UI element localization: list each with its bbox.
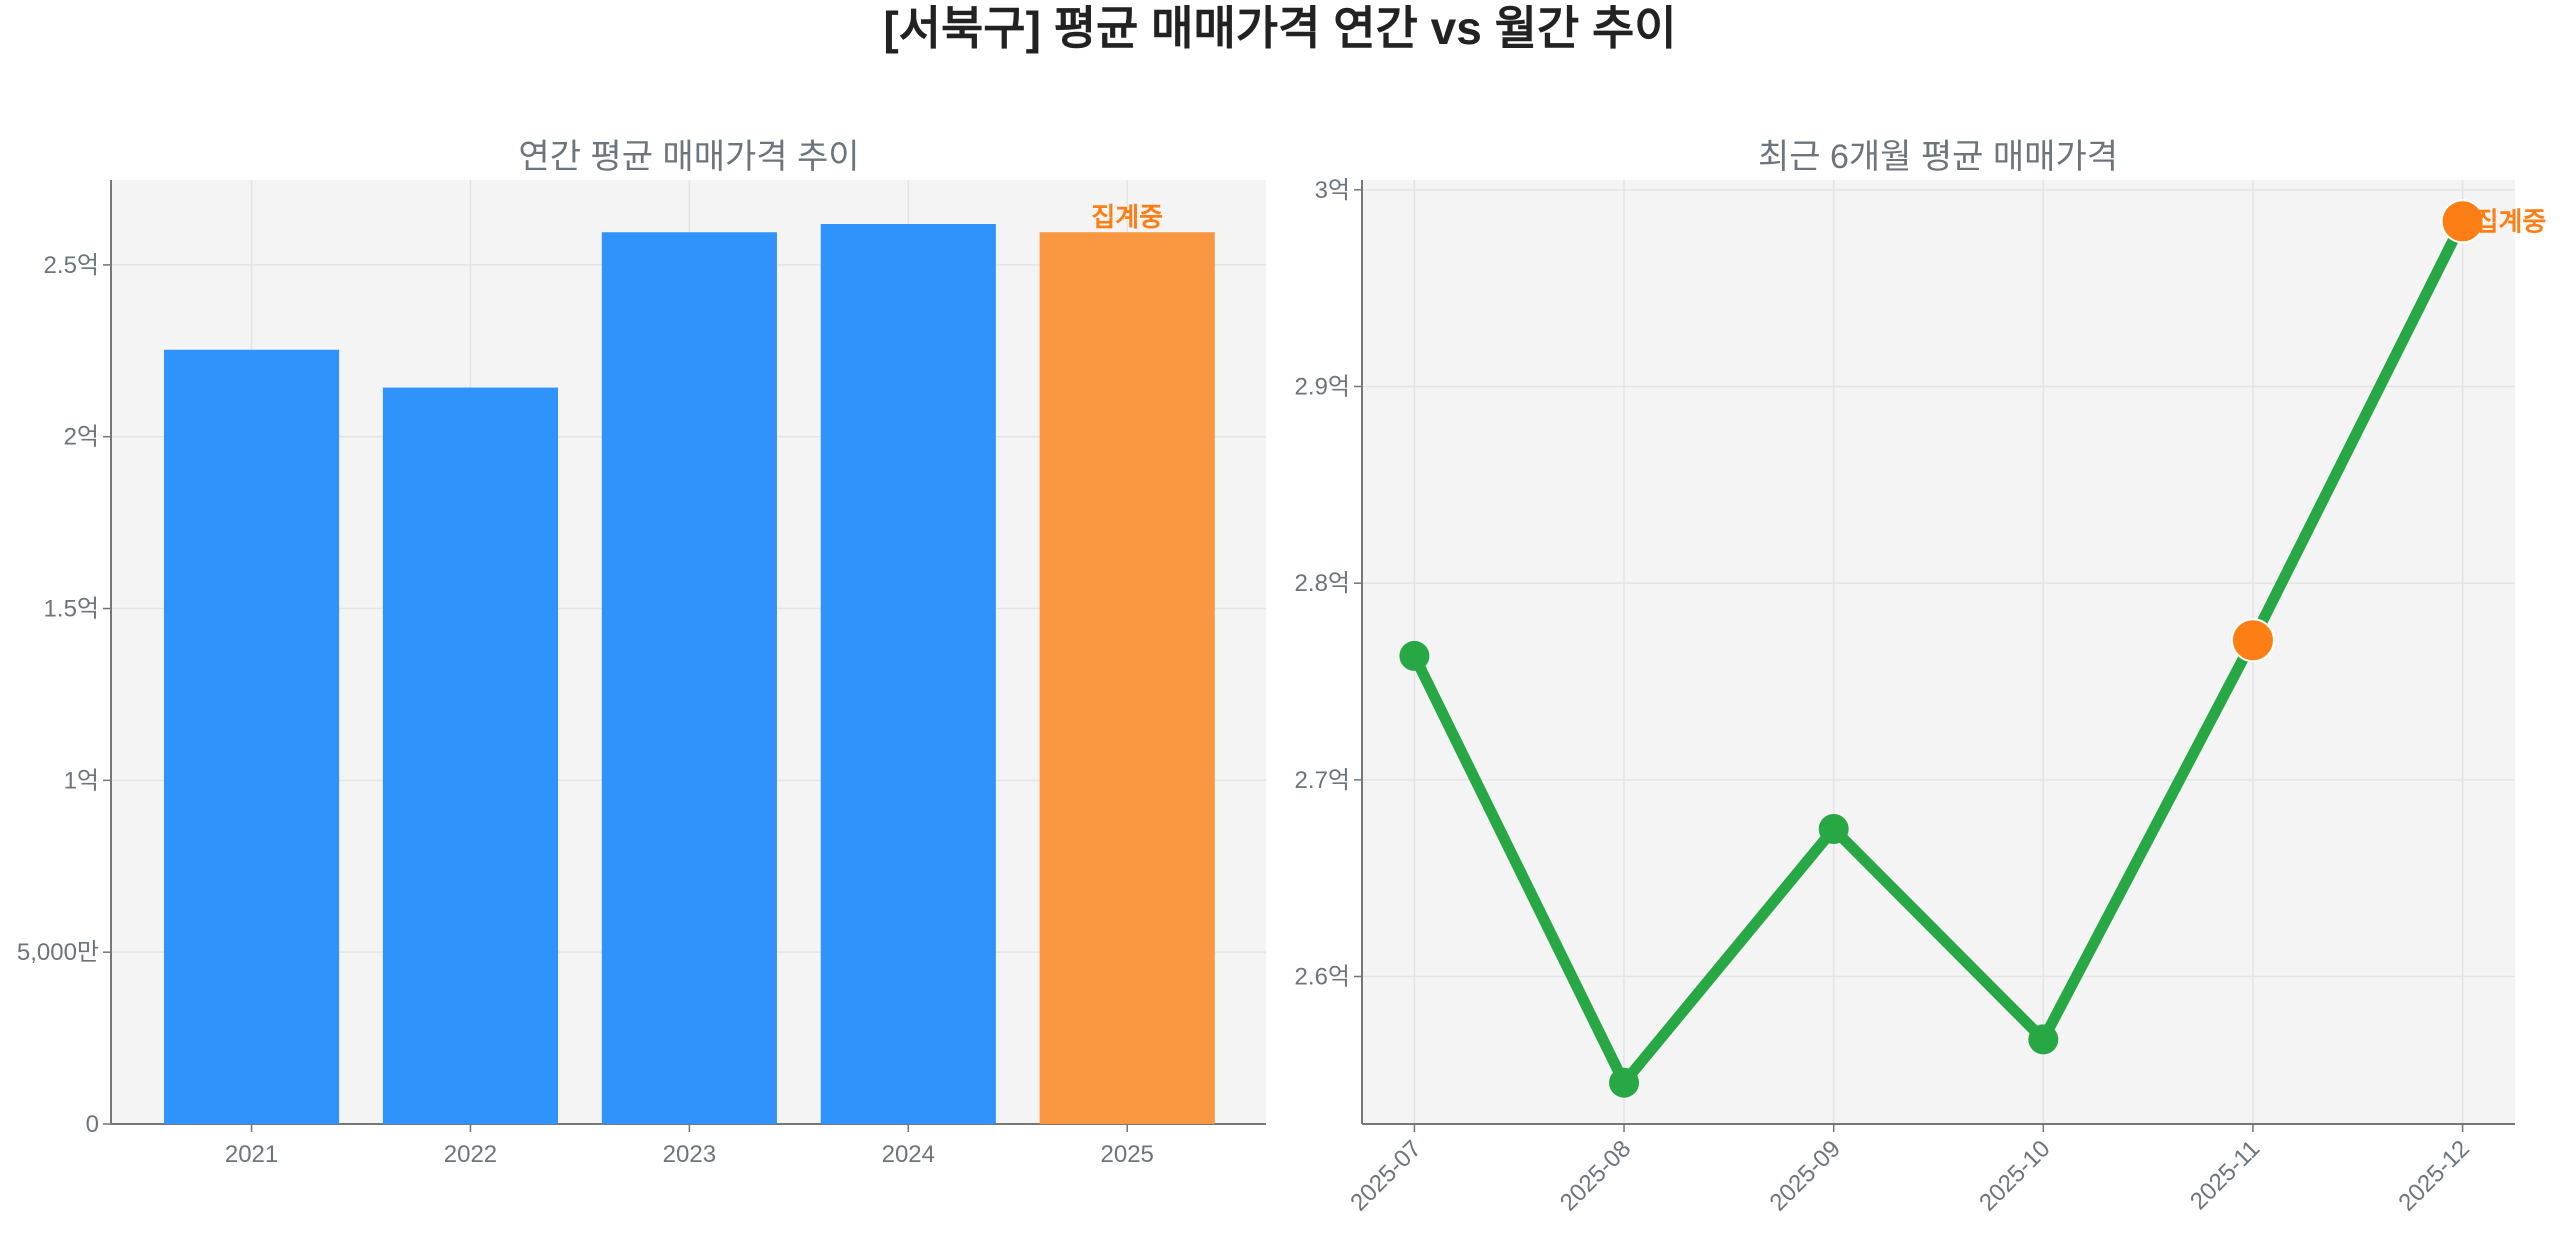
data-point-2025-08 [1609, 1067, 1640, 1098]
x-tick-label: 2024 [882, 1141, 935, 1168]
y-tick-label: 2.8억 [1295, 570, 1350, 597]
bar-2023 [601, 232, 777, 1124]
y-tick-label: 1억 [64, 767, 99, 794]
plot-area [1362, 180, 2515, 1124]
line-chart-title: 최근 6개월 평균 매매가격 [1758, 138, 2118, 176]
annotation-label: 집계중 [2475, 206, 2547, 236]
bar-2024 [820, 223, 996, 1125]
annual-bar-chart: 연간 평균 매매가격 추이 0 5,000만 1억 1.5억 2억 2.5억 2021 202… [17, 138, 1266, 1168]
y-tick-label: 3억 [1315, 177, 1350, 204]
x-tick-label: 2025-09 [1765, 1135, 1846, 1216]
y-tick-label: 0 [86, 1111, 99, 1138]
annotation-label: 집계중 [1091, 202, 1163, 232]
series-line [1409, 218, 2468, 1089]
y-tick-label: 2억 [64, 424, 99, 451]
x-tick-label: 2025-12 [2393, 1135, 2474, 1216]
monthly-line-chart: 최근 6개월 평균 매매가격 2.6억 2.7억 2.8억 2.9억 3억 2025-07… [1295, 138, 2547, 1217]
data-point-2025-11 [2230, 618, 2275, 663]
x-tick-label: 2025-08 [1555, 1135, 1636, 1216]
y-tick-label: 5,000만 [17, 939, 99, 966]
x-tick-label: 2025-11 [2185, 1135, 2265, 1215]
figure-title: [서북구] 평균 매매가격 연간 vs 월간 추이 [883, 2, 1676, 54]
y-tick-label: 2.7억 [1295, 767, 1350, 794]
bar-2025 [1039, 232, 1215, 1124]
x-tick-label: 2025 [1101, 1141, 1154, 1168]
y-tick-label: 2.9억 [1295, 374, 1350, 401]
bar-chart-title: 연간 평균 매매가격 추이 [518, 138, 859, 176]
data-point-2025-10 [2028, 1024, 2059, 1055]
data-point-2025-09 [1818, 814, 1849, 844]
y-tick-label: 2.5억 [44, 252, 99, 279]
y-tick-label: 1.5억 [44, 596, 99, 623]
x-tick-label: 2025-07 [1345, 1135, 1426, 1216]
bar-2021 [163, 349, 340, 1124]
data-point-2025-12 [2440, 199, 2485, 244]
y-tick-label: 2.6억 [1295, 964, 1350, 991]
bar-2022 [382, 387, 559, 1124]
x-tick-label: 2023 [663, 1141, 716, 1168]
x-tick-label: 2021 [225, 1141, 278, 1168]
data-point-2025-07 [1399, 640, 1430, 671]
x-tick-label: 2025-10 [1974, 1135, 2055, 1216]
x-tick-label: 2022 [444, 1141, 497, 1168]
